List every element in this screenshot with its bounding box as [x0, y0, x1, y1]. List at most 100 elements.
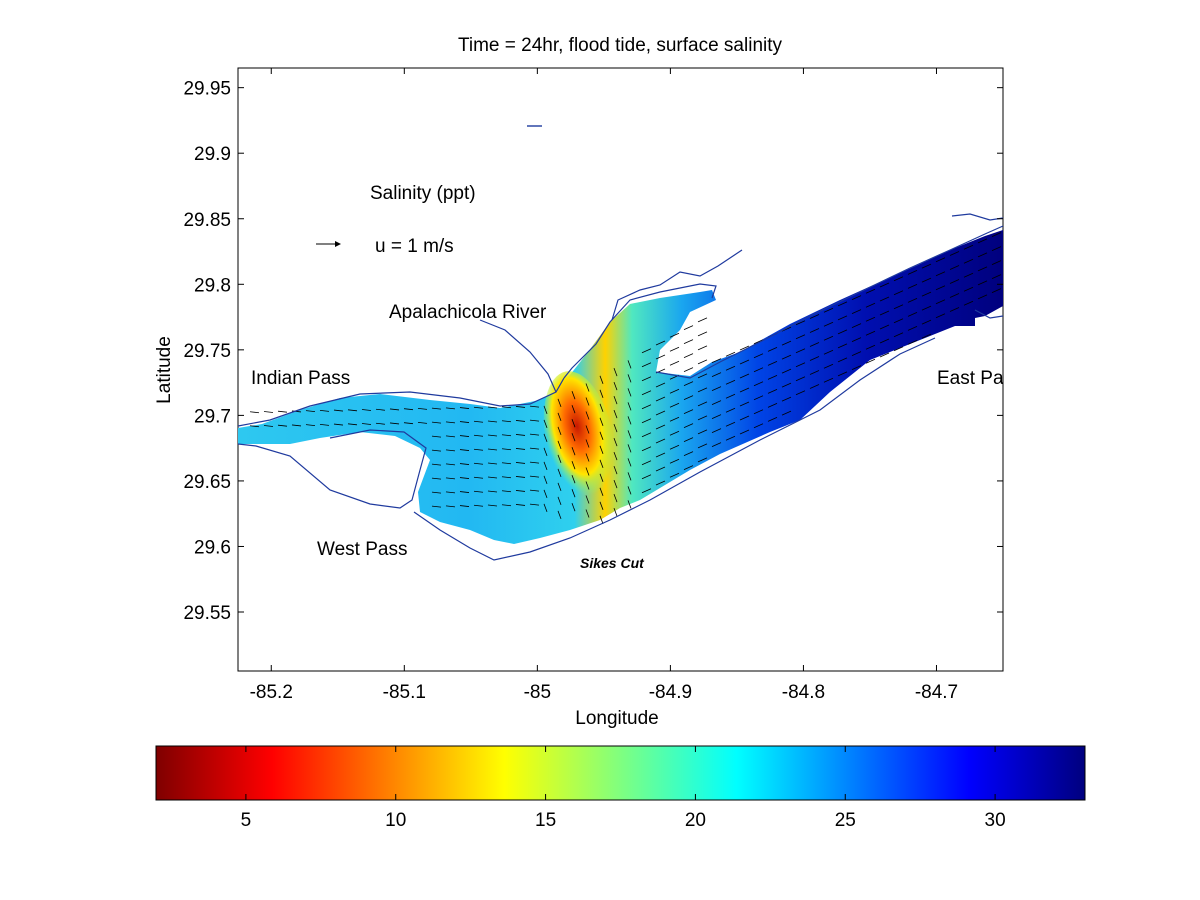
velocity-vector [571, 405, 576, 414]
velocity-vector [991, 232, 1002, 237]
velocity-vector [683, 451, 694, 456]
velocity-vector [907, 270, 918, 275]
velocity-vector [613, 395, 618, 405]
velocity-vector [473, 476, 484, 479]
velocity-vector [627, 458, 632, 467]
velocity-vector [669, 472, 680, 478]
colorbar-ticks: 5 10 15 20 25 30 [241, 746, 1006, 831]
velocity-vector [893, 276, 904, 282]
velocity-vector [963, 258, 974, 264]
velocity-vector [739, 401, 750, 407]
velocity-vector [921, 319, 932, 325]
y-tick-label: 29.6 [194, 537, 231, 558]
velocity-vector [711, 372, 722, 377]
velocity-vector [739, 429, 750, 435]
velocity-vector [921, 333, 932, 339]
velocity-vector [683, 353, 694, 358]
velocity-vector [613, 409, 618, 419]
velocity-vector [697, 317, 708, 323]
velocity-vector [263, 425, 274, 427]
velocity-vector [963, 300, 974, 306]
velocity-vector [921, 277, 932, 283]
velocity-vector [865, 358, 876, 364]
velocity-vector [893, 346, 904, 352]
velocity-vector [599, 473, 604, 482]
velocity-vector [585, 425, 590, 434]
velocity-vector [529, 447, 540, 450]
velocity-vector [683, 395, 694, 400]
velocity-vector [865, 302, 876, 308]
velocity-vector [907, 284, 918, 289]
velocity-vector [305, 424, 316, 427]
velocity-vector [655, 480, 666, 486]
velocity-vector [473, 462, 484, 465]
velocity-vector [697, 415, 708, 421]
east-pass-label: East Pass [937, 368, 1023, 389]
y-tick-label: 29.75 [183, 341, 231, 362]
velocity-vector [277, 410, 288, 413]
velocity-vector [837, 329, 848, 335]
velocity-vector [389, 422, 400, 425]
y-tick-label: 29.8 [194, 275, 231, 296]
velocity-vector [571, 475, 576, 484]
velocity-vector [459, 407, 470, 409]
velocity-vector [585, 397, 590, 406]
velocity-vector [865, 288, 876, 294]
velocity-vector [641, 404, 652, 410]
velocity-vector [683, 381, 694, 386]
velocity-vector [557, 510, 562, 520]
velocity-vector [613, 479, 618, 489]
velocity-vector [739, 359, 750, 365]
velocity-vector [529, 503, 540, 506]
velocity-vector [641, 348, 652, 354]
velocity-vector [655, 410, 666, 416]
velocity-vector [445, 421, 456, 424]
velocity-vector [375, 422, 386, 425]
velocity-vector [655, 424, 666, 430]
velocity-vector [445, 449, 456, 452]
velocity-vector [697, 359, 708, 365]
velocity-vector [991, 288, 1002, 293]
velocity-vector [809, 370, 820, 375]
colorbar-tick-label: 5 [241, 810, 252, 831]
velocity-vector [809, 328, 820, 333]
velocity-vector [669, 444, 680, 450]
velocity-vector [515, 420, 526, 422]
velocity-vector [893, 290, 904, 296]
velocity-vector [613, 493, 618, 503]
velocity-vector [907, 326, 918, 331]
velocity-vector [669, 332, 680, 338]
velocity-vector [585, 411, 590, 420]
variable-label: Salinity (ppt) [370, 183, 476, 204]
velocity-vector [515, 448, 526, 450]
velocity-vector [473, 504, 484, 507]
velocity-vector [641, 432, 652, 438]
velocity-vector [683, 325, 694, 330]
velocity-vector [753, 339, 764, 345]
salinity-field [238, 230, 1003, 544]
velocity-vector [599, 431, 604, 440]
river-plume [543, 371, 617, 509]
velocity-vector [725, 393, 736, 399]
y-tick-label: 29.95 [183, 79, 231, 100]
velocity-vector [655, 354, 666, 360]
velocity-vector [949, 307, 960, 312]
velocity-vector [627, 388, 632, 397]
velocity-vector [627, 374, 632, 383]
velocity-vector [809, 342, 820, 347]
velocity-vector [809, 384, 820, 389]
velocity-vector [711, 414, 722, 419]
west-pass-label: West Pass [317, 539, 407, 560]
velocity-vector [543, 405, 548, 415]
apalachicola-river-label: Apalachicola River [389, 302, 547, 323]
x-axis-ticks: -85.2 -85.1 -85 -84.9 -84.8 -84.7 [250, 68, 958, 703]
velocity-vector [977, 280, 988, 286]
velocity-vector [627, 486, 632, 495]
velocity-vector [515, 434, 526, 436]
velocity-vector [543, 433, 548, 443]
velocity-vector [767, 347, 778, 352]
velocity-vector [935, 299, 946, 305]
y-tick-label: 29.7 [194, 406, 231, 427]
velocity-vector [263, 411, 274, 413]
